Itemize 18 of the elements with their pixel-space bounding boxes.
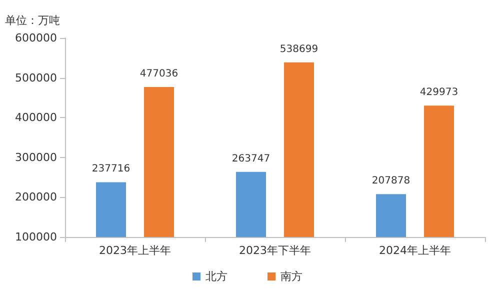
data-label: 429973 bbox=[420, 87, 458, 98]
data-label: 237716 bbox=[92, 164, 130, 175]
x-tick-label: 2023年下半年 bbox=[239, 244, 311, 257]
y-tick-label: 100000 bbox=[15, 230, 57, 244]
y-tick-label: 400000 bbox=[15, 111, 57, 124]
data-label: 263747 bbox=[232, 153, 270, 164]
y-tick-label: 600000 bbox=[15, 32, 57, 44]
y-tick-label: 300000 bbox=[15, 150, 57, 164]
y-tick-label: 200000 bbox=[15, 190, 57, 204]
y-tick-label: 500000 bbox=[15, 71, 57, 84]
data-label: 477036 bbox=[140, 68, 178, 80]
y-axis-title: 单位：万吨 bbox=[5, 14, 60, 27]
legend-label: 南方 bbox=[280, 270, 302, 283]
x-tick-label: 2023年上半年 bbox=[99, 244, 171, 257]
data-label: 538699 bbox=[280, 44, 318, 55]
data-label: 207878 bbox=[372, 176, 410, 187]
x-tick-label: 2024年上半年 bbox=[379, 244, 451, 257]
legend-label: 北方 bbox=[206, 270, 228, 283]
